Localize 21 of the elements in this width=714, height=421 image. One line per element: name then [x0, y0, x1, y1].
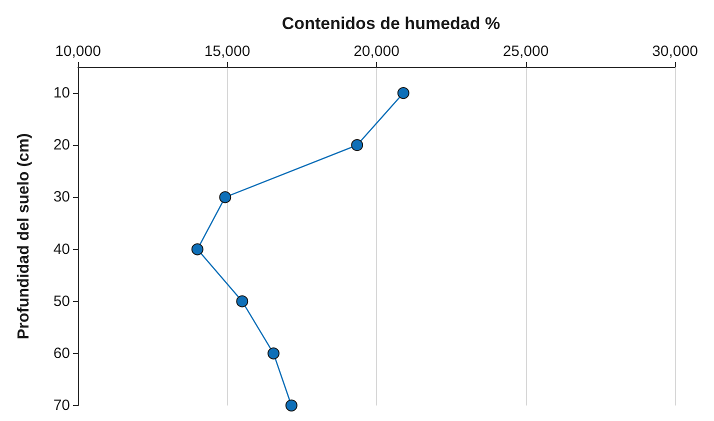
point [268, 347, 280, 360]
y-tick-label: 30 [53, 188, 70, 206]
point [191, 243, 204, 256]
x-tick-label: 30,000 [652, 43, 698, 60]
point [397, 87, 410, 100]
y-tick-label: 50 [53, 292, 70, 310]
y-tick-label: 40 [53, 240, 70, 258]
y-tick-label: 20 [53, 136, 70, 154]
x-tick-label: 25,000 [502, 43, 549, 60]
point [236, 295, 248, 308]
y-tick-label: 70 [53, 397, 70, 414]
x-tick-label: 20,000 [354, 43, 400, 60]
y-tick-label: 10 [53, 84, 70, 102]
chart-title: Contenidos de humedad % [282, 14, 500, 33]
point [285, 400, 298, 412]
x-tick-label: 10,000 [55, 43, 101, 60]
y-tick-label: 60 [53, 344, 70, 362]
y-axis-title: Profundidad del suelo (cm) [16, 133, 32, 340]
point [351, 139, 364, 152]
x-tick-label: 15,000 [204, 43, 250, 60]
point [219, 191, 232, 204]
